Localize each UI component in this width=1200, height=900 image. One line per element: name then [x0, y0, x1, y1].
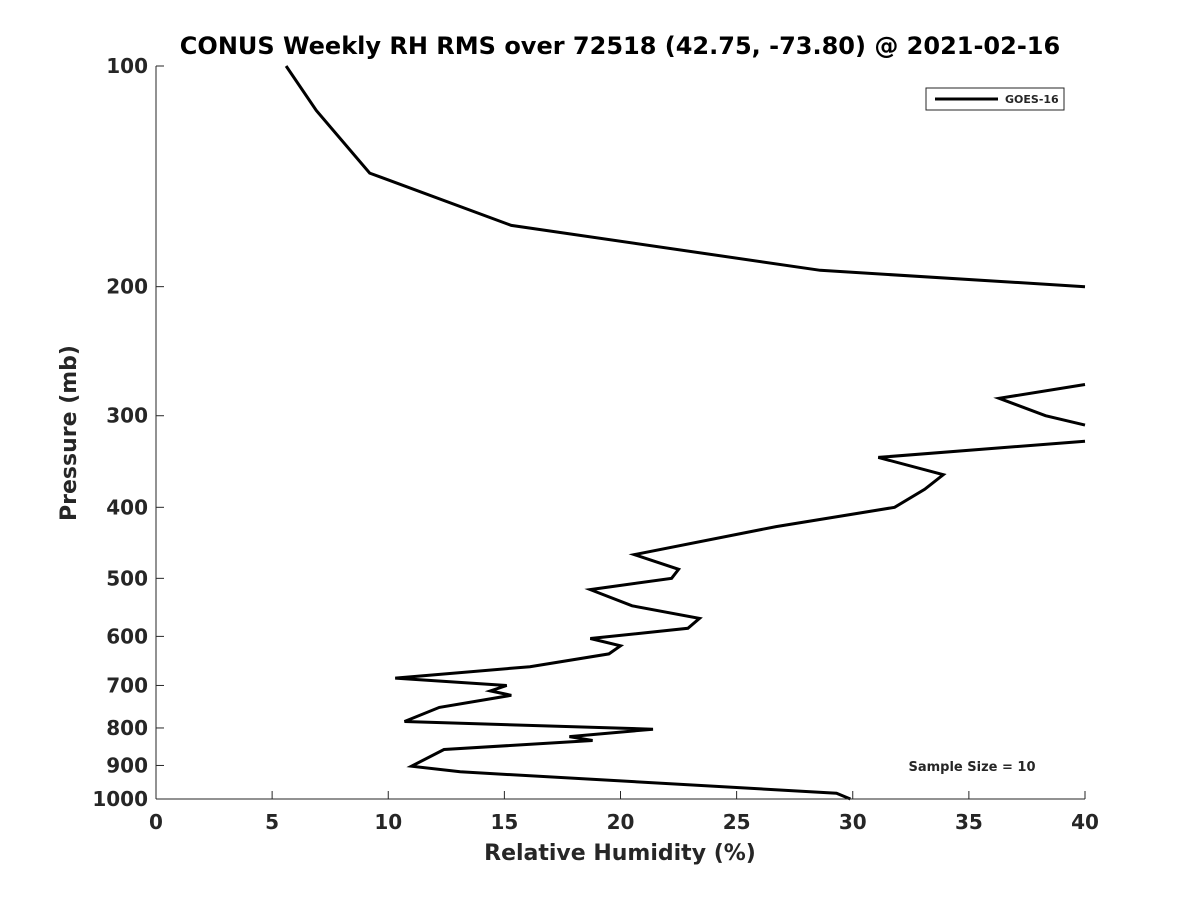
x-tick-label: 15: [490, 810, 518, 834]
x-axis-ticks: 0 5 10 15 20 25 30 35 40: [149, 791, 1099, 834]
y-axis-ticks: 100 200 300 400 500 600 700 800 900 1000: [92, 54, 164, 811]
y-tick-label: 700: [106, 673, 148, 697]
y-tick-label: 200: [106, 275, 148, 299]
plot-area: [155, 65, 1086, 801]
x-tick-label: 25: [723, 810, 751, 834]
x-tick-label: 20: [607, 810, 635, 834]
legend-label-goes-16: GOES-16: [1005, 93, 1059, 106]
x-tick-label: 5: [265, 810, 279, 834]
series-line-goes-16: [395, 439, 1086, 801]
y-axis-label: Pressure (mb): [57, 345, 82, 521]
plot-background: [156, 66, 1085, 799]
y-tick-label: 100: [106, 54, 148, 78]
y-tick-label: 600: [106, 624, 148, 648]
y-tick-label: 300: [106, 404, 148, 428]
x-tick-label: 0: [149, 810, 163, 834]
chart-title: CONUS Weekly RH RMS over 72518 (42.75, -…: [180, 32, 1060, 60]
x-axis-label: Relative Humidity (%): [484, 841, 756, 866]
series-line-goes-16: [993, 383, 1086, 427]
y-tick-label: 1000: [92, 787, 148, 811]
y-tick-label: 500: [106, 566, 148, 590]
series-line-goes-16: [284, 65, 1086, 289]
y-tick-label: 800: [106, 716, 148, 740]
series-layer: [284, 65, 1086, 801]
sample-size-annotation: Sample Size = 10: [908, 760, 1035, 775]
legend: GOES-16: [925, 87, 1065, 111]
y-tick-label: 900: [106, 753, 148, 777]
x-tick-label: 40: [1071, 810, 1099, 834]
x-tick-label: 35: [955, 810, 983, 834]
x-tick-label: 10: [374, 810, 402, 834]
x-tick-label: 30: [839, 810, 867, 834]
y-tick-label: 400: [106, 495, 148, 519]
